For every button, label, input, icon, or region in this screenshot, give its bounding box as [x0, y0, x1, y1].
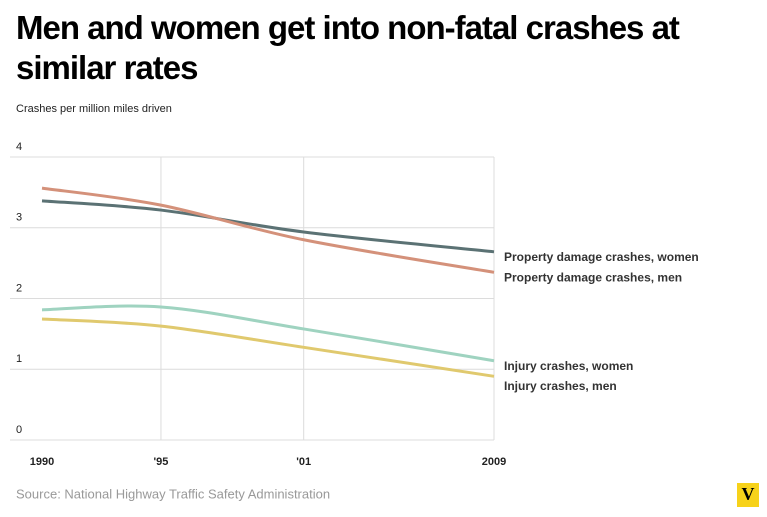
series-line: [41, 199, 495, 254]
logo-box: [737, 483, 759, 507]
x-tick-label: '01: [296, 456, 311, 468]
series-line: [41, 186, 495, 274]
subtitle: Crashes per million miles driven: [16, 103, 172, 115]
y-tick-label: 4: [16, 141, 22, 153]
x-tick-label: 2009: [482, 456, 506, 468]
legend-label: Injury crashes, women: [504, 359, 633, 373]
series-line: [41, 304, 495, 363]
legend-label: Injury crashes, men: [504, 379, 617, 393]
y-tick-label: 1: [16, 353, 22, 365]
y-tick-label: 2: [16, 282, 22, 294]
y-tick-label: 0: [16, 424, 22, 436]
y-tick-label: 3: [16, 212, 22, 224]
x-tick-label: '95: [154, 456, 169, 468]
legend-label: Property damage crashes, women: [504, 250, 699, 264]
x-tick-label: 1990: [30, 456, 54, 468]
source: Source: National Highway Traffic Safety …: [16, 486, 330, 501]
legend-label: Property damage crashes, men: [504, 270, 682, 284]
chart-title: Men and women get into non-fatal crashes…: [16, 9, 680, 86]
series-line: [41, 317, 495, 378]
logo: V: [742, 484, 755, 504]
